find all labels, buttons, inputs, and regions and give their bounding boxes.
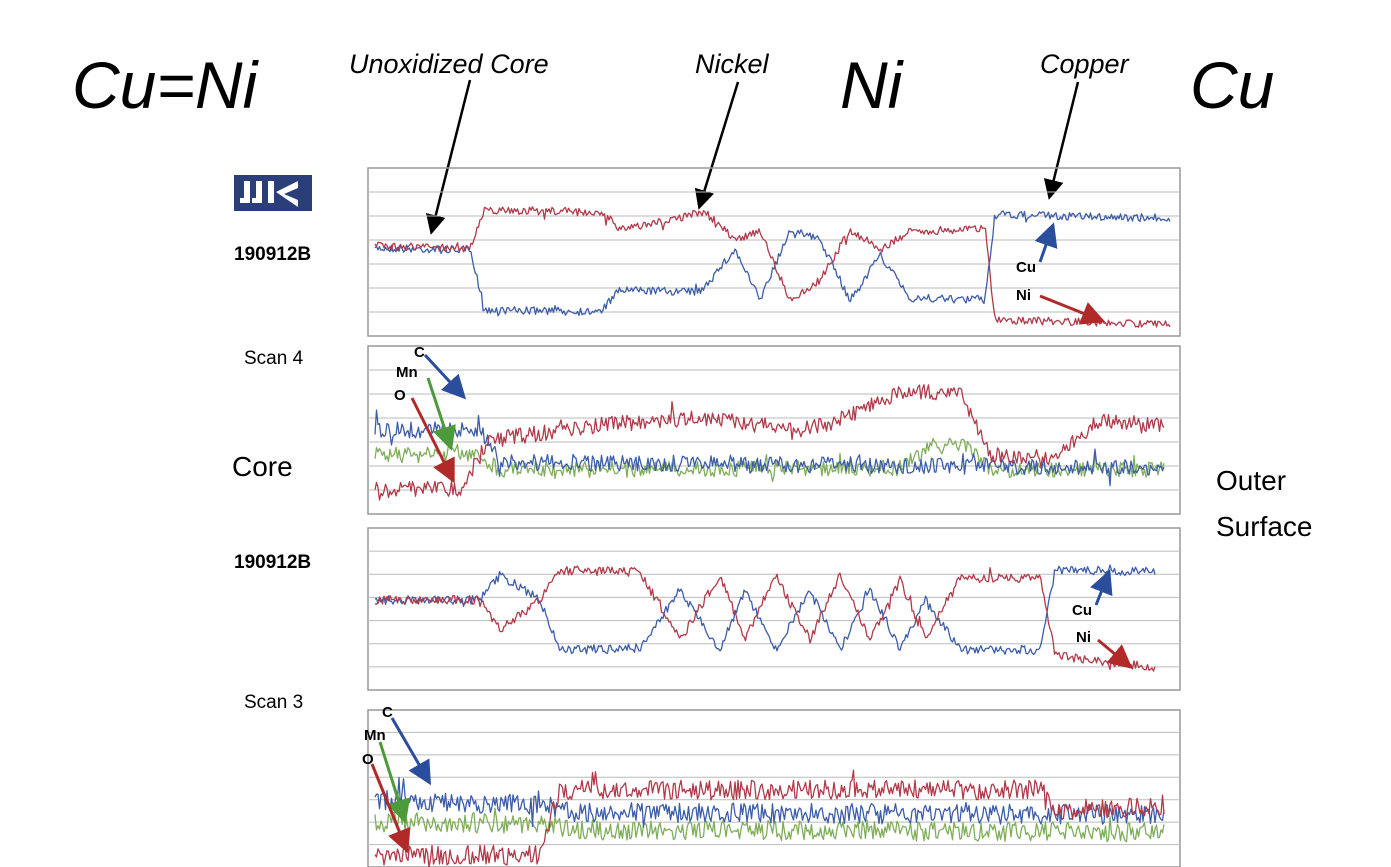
trace-label: Mn — [364, 727, 386, 744]
arrow — [410, 397, 455, 484]
trace-label: O — [362, 751, 374, 768]
arrow — [1097, 638, 1133, 669]
profile-trace — [374, 437, 1165, 483]
arrow — [1090, 569, 1113, 606]
arrow — [1043, 81, 1080, 200]
trace-label: Ni — [1076, 629, 1091, 646]
trace-label: C — [382, 704, 393, 721]
trace-label: Ni — [1016, 287, 1031, 304]
arrow — [378, 741, 411, 824]
trace-label: C — [414, 344, 425, 361]
element-symbol: Cu — [1190, 48, 1274, 122]
annotation: Unoxidized Core — [349, 49, 549, 79]
sample-label: 190912B — [234, 552, 311, 573]
profile-trace — [374, 807, 1165, 843]
profile-trace — [374, 409, 1165, 487]
surface-label: Outer — [1216, 465, 1286, 496]
plot-frame — [367, 167, 1181, 337]
profile-trace — [374, 206, 1171, 328]
arrow — [370, 763, 411, 854]
profile-trace — [374, 384, 1165, 501]
arrow — [426, 377, 456, 451]
plot-frame — [367, 345, 1181, 515]
arrow — [1039, 294, 1106, 325]
core-label: Core — [232, 451, 293, 482]
trace-label: Cu — [1072, 602, 1092, 619]
trace-label: Cu — [1016, 259, 1036, 276]
logo — [234, 175, 312, 211]
arrow — [425, 79, 472, 235]
scan-label: Scan 3 — [244, 692, 303, 713]
arrow — [390, 717, 432, 786]
arrow — [694, 81, 740, 210]
title-formula: Cu=Ni — [72, 48, 260, 122]
element-symbol: Ni — [840, 48, 905, 122]
surface-label: Surface — [1216, 511, 1313, 542]
profile-trace — [374, 769, 1165, 867]
arrow — [423, 353, 467, 400]
profile-trace — [374, 565, 1156, 672]
arrow — [1034, 222, 1058, 263]
scan-label: Scan 4 — [244, 348, 304, 369]
plot-frame — [367, 527, 1181, 691]
plot-frame — [367, 709, 1181, 867]
annotation: Copper — [1040, 49, 1130, 79]
sample-label: 190912B — [234, 244, 311, 265]
profile-trace — [374, 210, 1171, 317]
annotation: Nickel — [695, 49, 770, 79]
trace-label: Mn — [396, 364, 418, 381]
profile-trace — [374, 564, 1156, 656]
profile-trace — [374, 776, 1165, 828]
trace-label: O — [394, 387, 406, 404]
